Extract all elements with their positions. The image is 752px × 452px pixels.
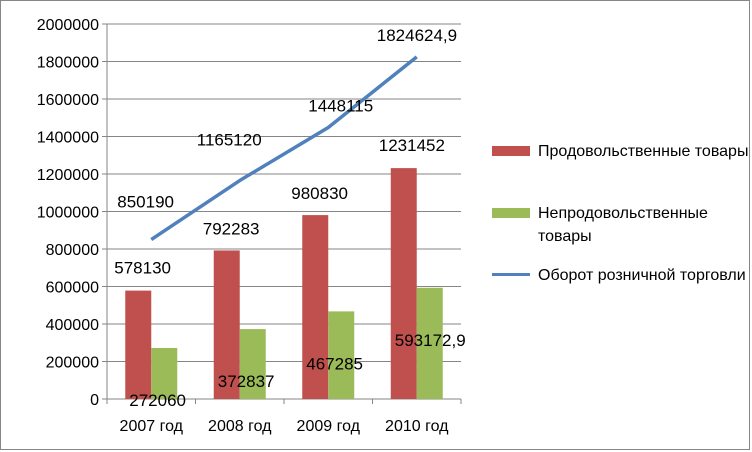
data-label-retail: 850190 bbox=[117, 193, 174, 212]
x-tick-label: 2009 год bbox=[297, 418, 361, 435]
y-tick-label: 600000 bbox=[46, 280, 99, 297]
bar-food bbox=[390, 168, 417, 399]
data-label-retail: 1824624,9 bbox=[377, 26, 457, 45]
legend-item-food: Продовольственные товары bbox=[492, 140, 750, 202]
bar-food bbox=[213, 250, 240, 399]
y-tick-label: 800000 bbox=[46, 242, 99, 259]
x-tick-label: 2008 год bbox=[208, 418, 272, 435]
data-label-food: 792283 bbox=[203, 219, 260, 238]
legend-swatch-nonfood bbox=[492, 208, 530, 218]
y-tick-label: 1800000 bbox=[37, 55, 99, 72]
bar-nonfood bbox=[416, 287, 443, 399]
data-label-nonfood: 372837 bbox=[218, 372, 275, 391]
legend-item-retail: Оборот розничной торговли bbox=[492, 264, 750, 326]
bar-food bbox=[302, 215, 329, 399]
data-label-nonfood: 467285 bbox=[306, 354, 363, 373]
y-tick-label: 200000 bbox=[46, 355, 99, 372]
x-tick-label: 2010 год bbox=[385, 418, 449, 435]
legend-label-nonfood: Непродовольственные товары bbox=[538, 205, 708, 245]
bar-nonfood bbox=[328, 311, 355, 399]
legend-swatch-retail bbox=[492, 273, 530, 276]
data-label-food: 578130 bbox=[114, 259, 171, 278]
x-tick-label: 2007 год bbox=[120, 418, 184, 435]
y-tick-label: 2000000 bbox=[37, 17, 99, 34]
legend-swatch-food bbox=[492, 146, 530, 156]
data-label-nonfood: 272060 bbox=[129, 391, 186, 410]
y-tick-label: 1600000 bbox=[37, 92, 99, 109]
y-tick-label: 1400000 bbox=[37, 130, 99, 147]
y-tick-label: 0 bbox=[90, 392, 99, 409]
y-tick-label: 1200000 bbox=[37, 167, 99, 184]
y-tick-label: 400000 bbox=[46, 317, 99, 334]
y-tick-label: 1000000 bbox=[37, 205, 99, 222]
data-label-nonfood: 593172,9 bbox=[395, 331, 466, 350]
line-retail-turnover bbox=[150, 55, 418, 242]
data-label-food: 980830 bbox=[291, 184, 348, 203]
data-label-retail: 1165120 bbox=[197, 131, 262, 150]
data-label-retail: 1448115 bbox=[308, 96, 373, 115]
bar-food bbox=[125, 290, 152, 399]
legend-item-nonfood: Непродовольственные товары bbox=[492, 202, 750, 264]
legend-label-food: Продовольственные товары bbox=[538, 143, 749, 160]
bar-nonfood bbox=[239, 329, 266, 399]
bar-nonfood bbox=[151, 347, 178, 399]
data-label-food: 1231452 bbox=[379, 136, 445, 155]
legend-label-retail: Оборот розничной торговли bbox=[538, 267, 746, 284]
legend: Продовольственные товары Непродовольстве… bbox=[492, 140, 750, 326]
